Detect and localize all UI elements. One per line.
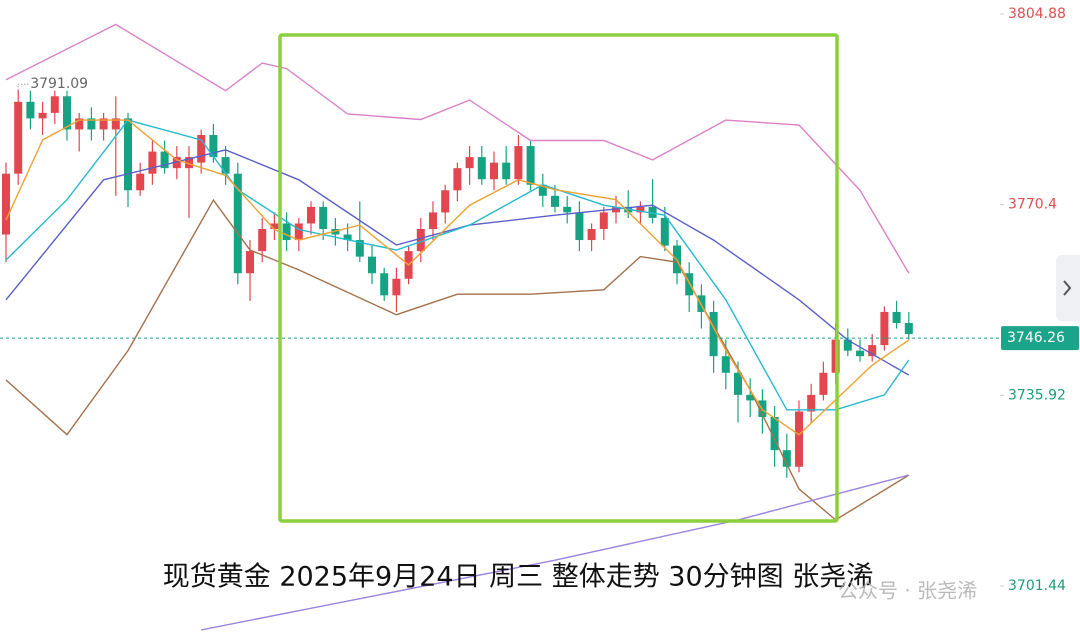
y-tick-label: 3701.44 [1008,578,1066,594]
candle-body [282,223,291,241]
candle-body [111,118,120,130]
candle-body [904,322,913,335]
labels: 3701.44 3735.92 3770.4 3804.88 3746.26 3791.0… [17,6,1079,603]
candle-body [307,206,315,224]
candle-body [734,372,742,395]
candle-body [551,195,559,207]
candle-body [636,206,645,213]
candle-body [429,212,437,229]
candle-body [490,162,498,180]
candle-body [770,417,779,451]
y-tick-label: 3770.4 [1008,197,1057,213]
y-tick-label: 3804.88 [1008,6,1066,22]
indicator-line [201,474,909,631]
candle-body [819,372,828,395]
candle-body [75,118,84,130]
candle-body [575,212,584,241]
candle-body [868,345,877,357]
candle-body [185,157,193,169]
candle-body [136,173,145,191]
watermark: 公众号 · 张尧浠 [838,579,977,603]
candle-body [880,311,889,346]
plot [0,13,1004,631]
candle-body [160,151,169,169]
candle-body [50,96,59,113]
candle-body [843,339,852,351]
expand-button[interactable] [1056,255,1080,321]
candle-body [172,157,181,169]
candle-body [782,450,791,467]
y-tick-label: 3735.92 [1008,387,1066,403]
candle-body [221,157,230,174]
candle-body [343,234,352,241]
candle-body [465,157,474,169]
indicator-line [5,23,910,274]
candle-body [26,101,35,119]
candle-body [258,228,267,252]
candle-body [392,278,401,296]
caption: 现货黄金 2025年9月24日 周三 整体走势 30分钟图 张尧浠 [163,562,874,593]
candle-body [477,157,486,180]
candle-body [14,101,23,174]
max-high-label: 3791.09 [30,76,88,92]
candle-body [660,217,669,246]
candle-body [856,350,864,357]
expand-button-bg[interactable] [1056,255,1080,321]
candle-body [38,112,47,119]
candle-body [807,394,816,412]
last-price-label: 3746.26 [1007,330,1065,346]
candle-body [124,118,132,191]
candle-body [270,223,279,229]
candle-body [319,206,328,229]
candle-body [294,223,303,241]
candle-body [246,251,254,274]
candle-body [648,206,657,218]
candle-body [746,394,755,401]
indicator-line [5,198,910,521]
last-price-box [1001,326,1079,351]
candle-body [63,96,71,130]
candle-body [563,206,572,213]
candle-body [526,146,535,185]
candle-body [99,118,108,130]
candle-body [2,173,10,235]
candle-body [441,190,450,213]
highlight-box [278,33,839,523]
candle-body [453,168,462,191]
candle-body [380,273,389,296]
candle-body [209,134,218,158]
indicator-line [5,119,910,411]
candle-body [87,118,96,130]
max-marker [17,83,29,91]
candle-body [148,151,157,174]
candle-body [538,184,547,196]
candle-body [502,162,511,180]
candle-body [599,212,608,229]
indicator-line [5,149,910,376]
indicator-line [5,119,910,436]
candle-body [709,311,718,357]
candle-body [795,411,803,467]
candle-body [514,146,523,180]
candle-body [721,356,730,373]
chevron-icon[interactable] [1063,280,1072,296]
candle-body [892,311,901,323]
candle-body [233,173,242,274]
candle-body [416,228,425,252]
candle-body [197,134,206,163]
candle-body [368,256,376,274]
candle-body [355,240,364,257]
candle-body [587,228,596,241]
